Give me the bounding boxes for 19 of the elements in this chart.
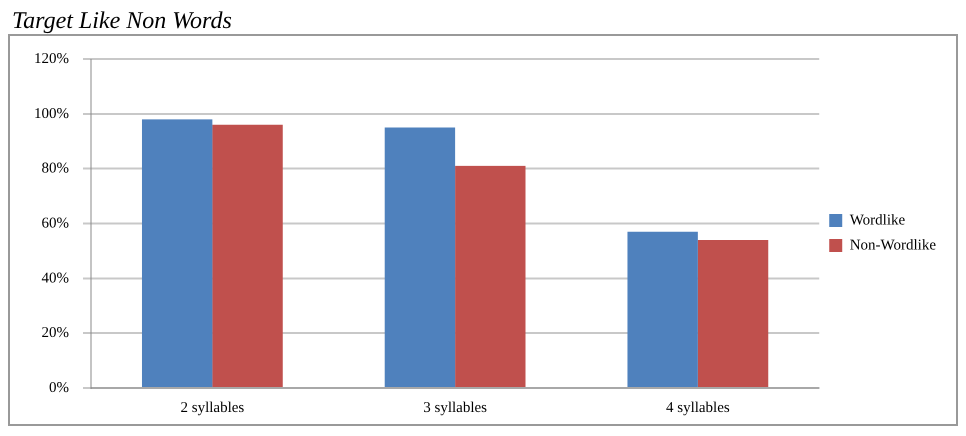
y-tick-label: 0%	[48, 380, 69, 396]
y-tick-label: 120%	[34, 50, 69, 67]
bar	[627, 232, 698, 387]
bar	[384, 128, 456, 387]
y-tick-label: 100%	[34, 106, 69, 122]
x-tick-label: 3 syllables	[423, 400, 488, 416]
x-tick-label: 4 syllables	[666, 400, 730, 416]
bar	[212, 124, 283, 387]
bar	[698, 240, 768, 387]
x-tick-label: 2 syllables	[180, 400, 244, 416]
y-tick-label: 40%	[41, 270, 69, 286]
y-tick-label: 20%	[41, 325, 69, 342]
legend-label: Non-Wordlike	[850, 237, 936, 254]
y-tick-label: 80%	[41, 160, 69, 177]
bar	[455, 166, 526, 387]
y-tick-label: 60%	[41, 215, 69, 232]
bar	[142, 119, 212, 387]
legend-label: Wordlike	[850, 212, 906, 228]
chart-title: Target Like Non Words	[12, 8, 233, 34]
